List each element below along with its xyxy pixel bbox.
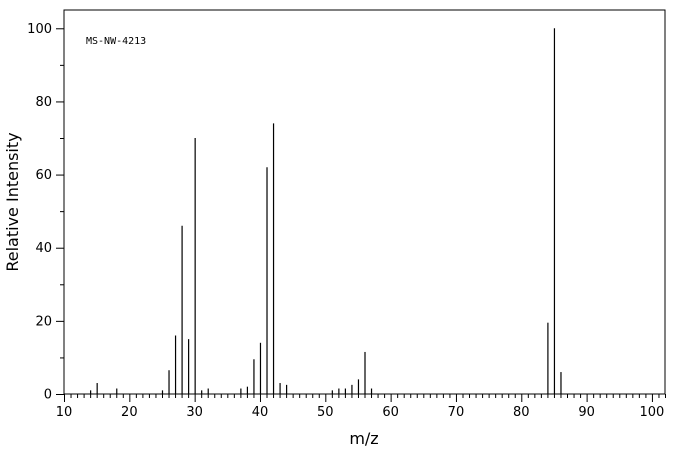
x-tick-label: 50 [317, 405, 334, 420]
x-tick-label: 60 [382, 405, 399, 420]
plot-frame [63, 9, 666, 395]
x-tick-label: 30 [186, 405, 203, 420]
x-axis-title: m/z [349, 429, 378, 448]
x-tick-label: 10 [56, 405, 73, 420]
x-tick-label: 40 [252, 405, 269, 420]
y-tick-label: 60 [35, 168, 52, 183]
y-tick-label: 0 [44, 388, 52, 403]
peaks [90, 28, 562, 394]
y-tick-label: 40 [35, 241, 52, 256]
x-tick-label: 100 [640, 405, 665, 420]
x-tick-label: 20 [121, 405, 138, 420]
x-tick-label: 70 [448, 405, 465, 420]
spectrum-id-annotation: MS-NW-4213 [86, 36, 146, 47]
y-tick-label: 100 [27, 22, 52, 37]
x-tick-label: 80 [513, 405, 530, 420]
x-axis: 10 20 30 40 50 60 70 80 90 100 [56, 394, 666, 420]
y-tick-label: 20 [35, 314, 52, 329]
y-tick-label: 80 [35, 95, 52, 110]
y-axis-title: Relative Intensity [3, 132, 22, 271]
x-tick-label: 90 [578, 405, 595, 420]
y-axis: 0 20 40 60 80 100 [27, 22, 64, 403]
